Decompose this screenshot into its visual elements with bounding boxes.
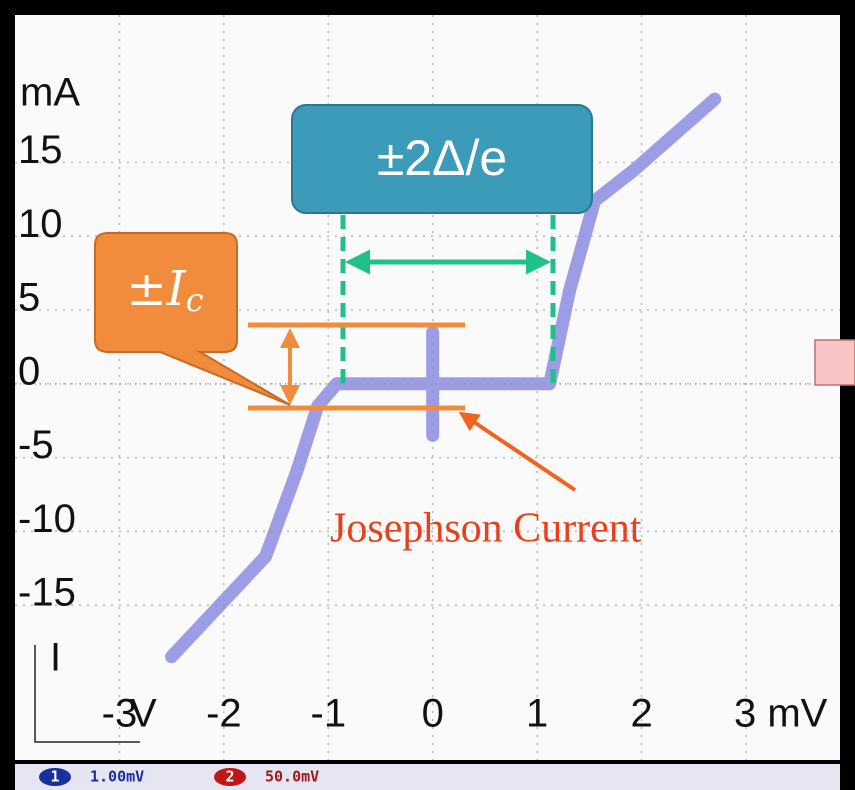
x-tick-label: -2 [206, 692, 242, 736]
y-unit: mA [20, 71, 80, 115]
josephson-label: Josephson Current [330, 506, 642, 552]
x-tick-label: 1 [526, 692, 548, 736]
y-tick-label: 5 [18, 276, 40, 320]
ic-subscript: c [186, 281, 204, 319]
x-tick-label: -1 [311, 692, 347, 736]
x-tick-label: 2 [630, 692, 652, 736]
y-tick-label: -10 [18, 497, 76, 541]
y-tick-label: -15 [18, 571, 76, 615]
y-label: I [50, 636, 61, 680]
ic-symbol: I [166, 261, 187, 317]
y-tick-label: 10 [18, 202, 63, 246]
ic-prefix: ± [126, 261, 166, 317]
y-tick-label: 0 [18, 349, 40, 393]
channel-name: 2 [225, 768, 234, 786]
x-tick-label: 0 [422, 692, 444, 736]
channel-scale: 50.0mV [265, 768, 319, 786]
channel-name: 1 [50, 768, 59, 786]
x-tick-label: 3 mV [734, 692, 828, 736]
trigger-marker [815, 340, 855, 385]
y-tick-label: 15 [18, 128, 63, 172]
y-tick-label: -5 [18, 423, 54, 467]
x-tick-label: -3 [102, 692, 138, 736]
oscilloscope-chart: mA I V ±2Δ/e ±Ic Josephson Current 1 1.0… [0, 0, 855, 790]
channel-scale: 1.00mV [90, 768, 144, 786]
gap-label: ±2Δ/e [377, 130, 507, 186]
